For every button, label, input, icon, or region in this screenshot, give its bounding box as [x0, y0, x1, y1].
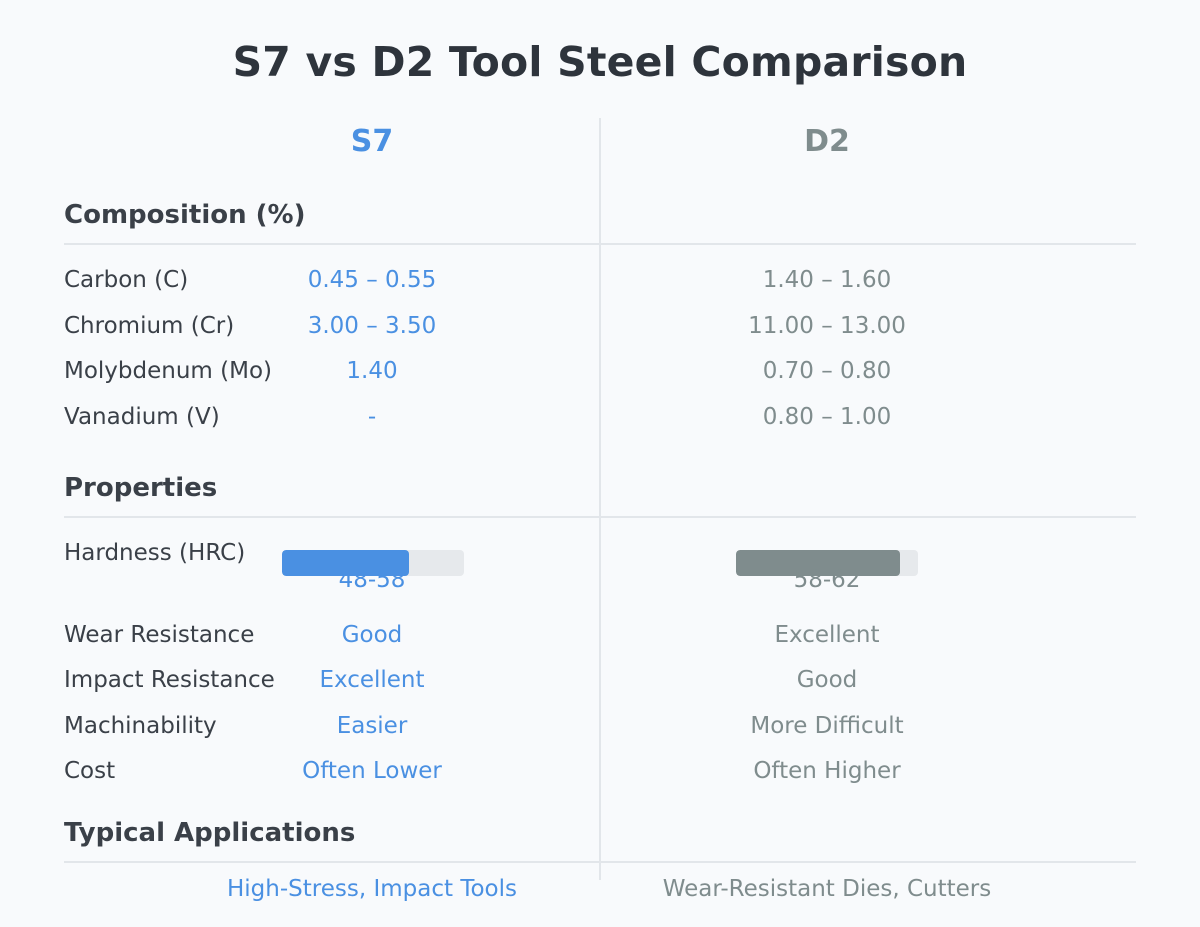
d2-value: Excellent: [774, 622, 880, 648]
d2-value: 0.70 – 0.80: [762, 358, 892, 384]
row-label: Impact Resistance: [64, 667, 275, 693]
s7-hardness-bar-fill: [282, 550, 410, 576]
d2-value: 1.40 – 1.60: [762, 267, 892, 293]
s7-value: Excellent: [319, 667, 425, 693]
s7-value: 1.40: [346, 358, 398, 384]
d2-value: More Difficult: [750, 713, 904, 739]
d2-value: Good: [796, 667, 858, 693]
section-divider: [64, 243, 1136, 245]
s7-value: 0.45 – 0.55: [307, 267, 437, 293]
s7-value: Good: [341, 622, 403, 648]
d2-hardness-bar: [736, 550, 918, 576]
section-heading-properties: Properties: [64, 473, 218, 503]
section-heading-composition: Composition (%): [64, 200, 306, 230]
section-divider: [64, 516, 1136, 518]
column-header-d2: D2: [804, 124, 850, 159]
row-label: Molybdenum (Mo): [64, 358, 272, 384]
row-label: Wear Resistance: [64, 622, 255, 648]
row-label: Chromium (Cr): [64, 313, 235, 339]
s7-value: Easier: [336, 713, 408, 739]
section-heading-applications: Typical Applications: [64, 818, 356, 848]
row-label: Machinability: [64, 713, 217, 739]
d2-applications: Wear-Resistant Dies, Cutters: [662, 876, 992, 902]
s7-value: 3.00 – 3.50: [307, 313, 437, 339]
s7-value: -: [367, 404, 377, 430]
d2-value: 0.80 – 1.00: [762, 404, 892, 430]
column-header-s7: S7: [350, 124, 394, 159]
d2-hardness-bar-fill: [736, 550, 900, 576]
row-label: Cost: [64, 758, 116, 784]
row-label: Hardness (HRC): [64, 540, 246, 566]
d2-value: Often Higher: [753, 758, 901, 784]
s7-applications: High-Stress, Impact Tools: [227, 876, 517, 902]
s7-hardness-value: 48-58: [338, 567, 406, 593]
s7-hardness-bar: [282, 550, 464, 576]
section-divider: [64, 861, 1136, 863]
d2-hardness-value: 58-62: [793, 567, 861, 593]
column-divider: [599, 118, 601, 880]
d2-value: 11.00 – 13.00: [748, 313, 906, 339]
row-label: Vanadium (V): [64, 404, 220, 430]
s7-value: Often Lower: [302, 758, 442, 784]
row-label: Carbon (C): [64, 267, 189, 293]
page-title: S7 vs D2 Tool Steel Comparison: [232, 38, 968, 86]
